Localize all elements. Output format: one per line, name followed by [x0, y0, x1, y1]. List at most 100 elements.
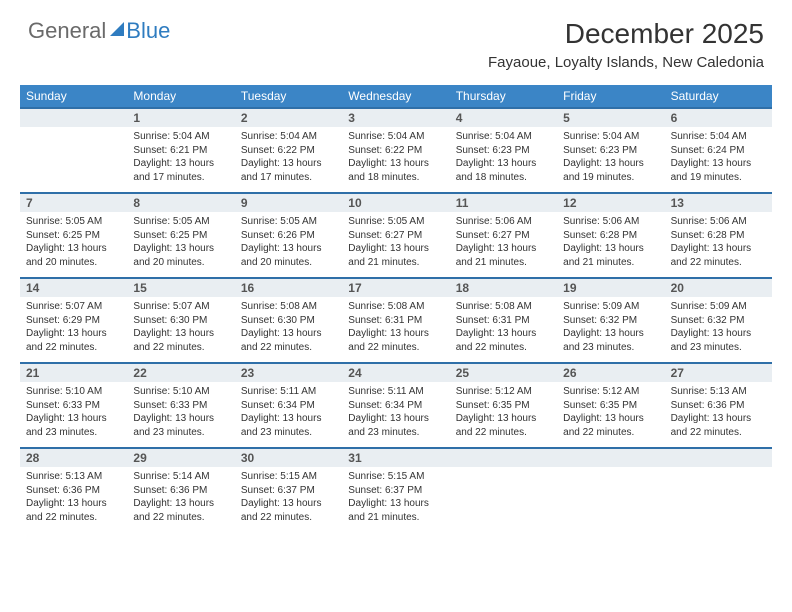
- daylight-text: Daylight: 13 hours and 22 minutes.: [133, 327, 228, 354]
- daylight-text: Daylight: 13 hours and 22 minutes.: [671, 242, 766, 269]
- sunrise-text: Sunrise: 5:10 AM: [26, 385, 121, 399]
- sunset-text: Sunset: 6:35 PM: [563, 399, 658, 413]
- day-info-row: Sunrise: 5:10 AM Sunset: 6:33 PM Daylight:…: [20, 382, 772, 447]
- sunset-text: Sunset: 6:32 PM: [671, 314, 766, 328]
- daylight-text: Daylight: 13 hours and 23 minutes.: [241, 412, 336, 439]
- daylight-text: Daylight: 13 hours and 20 minutes.: [133, 242, 228, 269]
- sunrise-text: Sunrise: 5:04 AM: [563, 130, 658, 144]
- sunset-text: Sunset: 6:21 PM: [133, 144, 228, 158]
- daylight-text: Daylight: 13 hours and 23 minutes.: [26, 412, 121, 439]
- sunset-text: Sunset: 6:36 PM: [671, 399, 766, 413]
- daylight-text: Daylight: 13 hours and 22 minutes.: [671, 412, 766, 439]
- day-number: 31: [342, 449, 449, 467]
- daylight-text: Daylight: 13 hours and 22 minutes.: [348, 327, 443, 354]
- day-number: 25: [450, 364, 557, 382]
- sunrise-text: Sunrise: 5:11 AM: [241, 385, 336, 399]
- day-info-cell: Sunrise: 5:13 AMSunset: 6:36 PMDaylight:…: [665, 382, 772, 447]
- day-info-cell: Sunrise: 5:05 AMSunset: 6:25 PMDaylight:…: [20, 212, 127, 277]
- logo-triangle-icon: [110, 22, 124, 36]
- sunrise-text: Sunrise: 5:05 AM: [241, 215, 336, 229]
- daylight-text: Daylight: 13 hours and 23 minutes.: [348, 412, 443, 439]
- daylight-text: Daylight: 13 hours and 22 minutes.: [26, 497, 121, 524]
- day-number: 21: [20, 364, 127, 382]
- day-number: [557, 449, 664, 467]
- sunrise-text: Sunrise: 5:04 AM: [671, 130, 766, 144]
- weekday-header-row: SundayMondayTuesdayWednesdayThursdayFrid…: [20, 85, 772, 107]
- sunrise-text: Sunrise: 5:09 AM: [563, 300, 658, 314]
- weekday-cell: Thursday: [450, 85, 557, 107]
- title-block: December 2025 Fayaoue, Loyalty Islands, …: [488, 18, 764, 71]
- day-info-cell: Sunrise: 5:09 AMSunset: 6:32 PMDaylight:…: [557, 297, 664, 362]
- sunrise-text: Sunrise: 5:15 AM: [348, 470, 443, 484]
- day-number: 12: [557, 194, 664, 212]
- day-info-cell: Sunrise: 5:08 AMSunset: 6:31 PMDaylight:…: [342, 297, 449, 362]
- day-number: 15: [127, 279, 234, 297]
- day-info-cell: Sunrise: 5:12 AMSunset: 6:35 PMDaylight:…: [557, 382, 664, 447]
- sunset-text: Sunset: 6:29 PM: [26, 314, 121, 328]
- day-info-cell: Sunrise: 5:04 AMSunset: 6:24 PMDaylight:…: [665, 127, 772, 192]
- day-number: 11: [450, 194, 557, 212]
- daylight-text: Daylight: 13 hours and 20 minutes.: [241, 242, 336, 269]
- day-number-row: 14151617181920: [20, 277, 772, 297]
- sunrise-text: Sunrise: 5:14 AM: [133, 470, 228, 484]
- day-info-cell: Sunrise: 5:07 AMSunset: 6:29 PMDaylight:…: [20, 297, 127, 362]
- daylight-text: Daylight: 13 hours and 22 minutes.: [563, 412, 658, 439]
- day-info-cell: Sunrise: 5:05 AMSunset: 6:25 PMDaylight:…: [127, 212, 234, 277]
- sunrise-text: Sunrise: 5:05 AM: [133, 215, 228, 229]
- weeks-container: 123456Sunrise: 5:04 AMSunset: 6:21 PMDay…: [20, 107, 772, 532]
- sunrise-text: Sunrise: 5:07 AM: [26, 300, 121, 314]
- day-info-cell: Sunrise: 5:04 AMSunset: 6:23 PMDaylight:…: [450, 127, 557, 192]
- daylight-text: Daylight: 13 hours and 23 minutes.: [563, 327, 658, 354]
- day-number: 20: [665, 279, 772, 297]
- daylight-text: Daylight: 13 hours and 20 minutes.: [26, 242, 121, 269]
- logo-part2: Blue: [126, 18, 170, 44]
- day-info-cell: [450, 467, 557, 532]
- sunset-text: Sunset: 6:37 PM: [241, 484, 336, 498]
- day-number-row: 123456: [20, 107, 772, 127]
- day-number: 27: [665, 364, 772, 382]
- sunset-text: Sunset: 6:25 PM: [133, 229, 228, 243]
- day-info-cell: Sunrise: 5:09 AMSunset: 6:32 PMDaylight:…: [665, 297, 772, 362]
- sunrise-text: Sunrise: 5:12 AM: [456, 385, 551, 399]
- day-info-cell: Sunrise: 5:12 AMSunset: 6:35 PMDaylight:…: [450, 382, 557, 447]
- day-number-row: 21222324252627: [20, 362, 772, 382]
- sunrise-text: Sunrise: 5:05 AM: [26, 215, 121, 229]
- location-text: Fayaoue, Loyalty Islands, New Caledonia: [488, 54, 764, 71]
- sunset-text: Sunset: 6:37 PM: [348, 484, 443, 498]
- day-number: 3: [342, 109, 449, 127]
- sunrise-text: Sunrise: 5:11 AM: [348, 385, 443, 399]
- daylight-text: Daylight: 13 hours and 21 minutes.: [348, 242, 443, 269]
- day-number: 19: [557, 279, 664, 297]
- day-number: 24: [342, 364, 449, 382]
- sunset-text: Sunset: 6:23 PM: [563, 144, 658, 158]
- sunset-text: Sunset: 6:30 PM: [241, 314, 336, 328]
- sunset-text: Sunset: 6:27 PM: [456, 229, 551, 243]
- sunrise-text: Sunrise: 5:07 AM: [133, 300, 228, 314]
- day-info-cell: Sunrise: 5:05 AMSunset: 6:26 PMDaylight:…: [235, 212, 342, 277]
- sunset-text: Sunset: 6:23 PM: [456, 144, 551, 158]
- sunset-text: Sunset: 6:25 PM: [26, 229, 121, 243]
- weekday-cell: Tuesday: [235, 85, 342, 107]
- day-info-cell: [20, 127, 127, 192]
- daylight-text: Daylight: 13 hours and 22 minutes.: [241, 497, 336, 524]
- daylight-text: Daylight: 13 hours and 22 minutes.: [456, 412, 551, 439]
- sunset-text: Sunset: 6:33 PM: [133, 399, 228, 413]
- day-info-cell: Sunrise: 5:05 AMSunset: 6:27 PMDaylight:…: [342, 212, 449, 277]
- weekday-cell: Saturday: [665, 85, 772, 107]
- day-number: [665, 449, 772, 467]
- day-info-cell: Sunrise: 5:04 AMSunset: 6:21 PMDaylight:…: [127, 127, 234, 192]
- day-number: 16: [235, 279, 342, 297]
- sunrise-text: Sunrise: 5:05 AM: [348, 215, 443, 229]
- day-info-cell: Sunrise: 5:10 AMSunset: 6:33 PMDaylight:…: [127, 382, 234, 447]
- sunrise-text: Sunrise: 5:08 AM: [456, 300, 551, 314]
- day-number: 14: [20, 279, 127, 297]
- day-info-cell: Sunrise: 5:08 AMSunset: 6:30 PMDaylight:…: [235, 297, 342, 362]
- daylight-text: Daylight: 13 hours and 22 minutes.: [26, 327, 121, 354]
- sunrise-text: Sunrise: 5:04 AM: [241, 130, 336, 144]
- sunset-text: Sunset: 6:28 PM: [563, 229, 658, 243]
- sunrise-text: Sunrise: 5:06 AM: [671, 215, 766, 229]
- day-info-cell: Sunrise: 5:04 AMSunset: 6:23 PMDaylight:…: [557, 127, 664, 192]
- sunset-text: Sunset: 6:22 PM: [241, 144, 336, 158]
- sunset-text: Sunset: 6:27 PM: [348, 229, 443, 243]
- day-info-cell: Sunrise: 5:14 AMSunset: 6:36 PMDaylight:…: [127, 467, 234, 532]
